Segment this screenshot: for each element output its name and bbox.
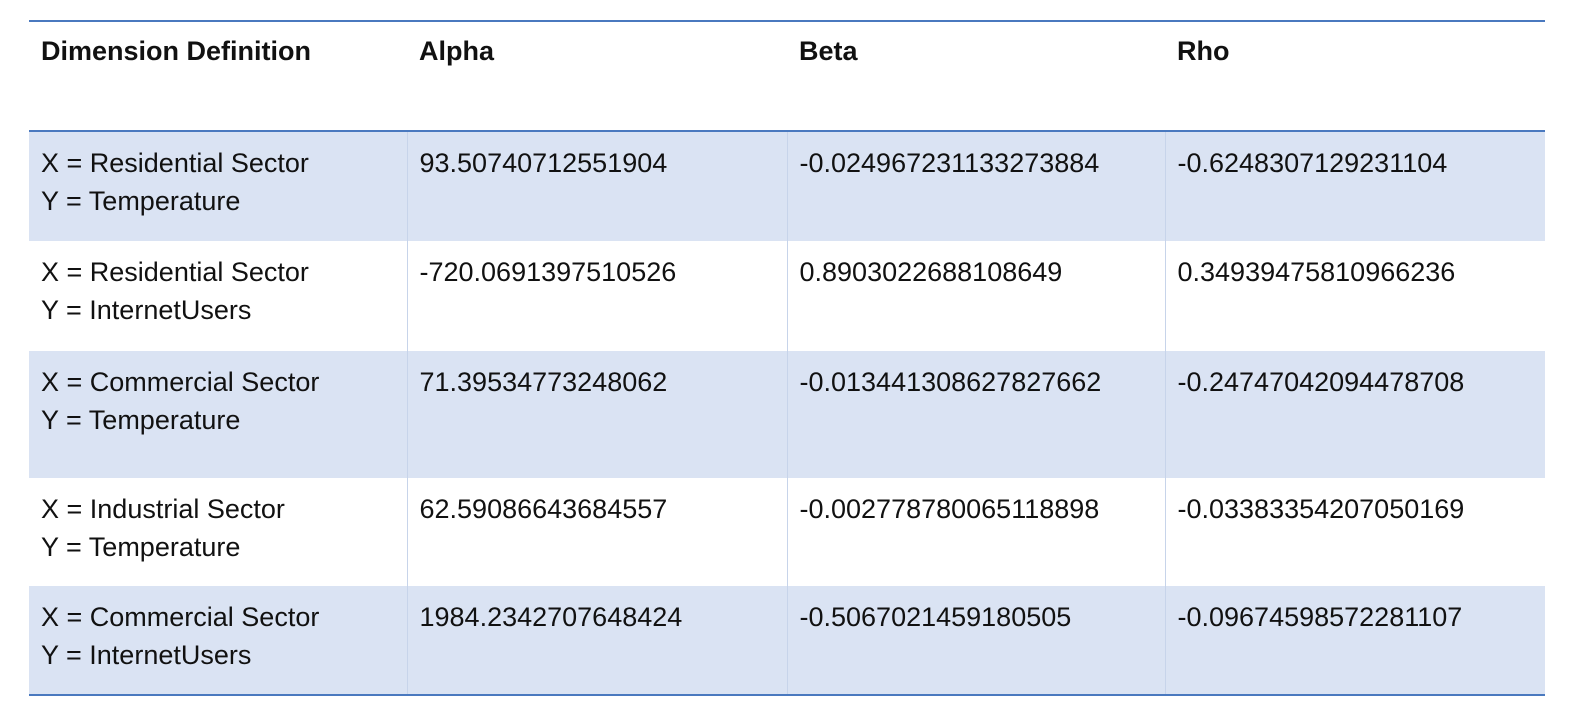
- rho-cell: -0.03383354207050169: [1164, 478, 1545, 586]
- regression-table-container: Dimension Definition Alpha Beta Rho X = …: [29, 20, 1545, 696]
- table-row: X = Commercial Sector Y = Temperature 71…: [29, 351, 1545, 478]
- beta-cell: -0.5067021459180505: [786, 586, 1165, 696]
- rho-cell: -0.24747042094478708: [1164, 351, 1545, 478]
- x-definition: X = Commercial Sector: [41, 602, 320, 632]
- table-body: X = Residential Sector Y = Temperature 9…: [29, 131, 1545, 696]
- beta-cell: -0.013441308627827662: [786, 351, 1165, 478]
- y-definition: Y = Temperature: [41, 532, 241, 562]
- rho-cell: -0.09674598572281107: [1164, 586, 1545, 696]
- y-definition: Y = Temperature: [41, 405, 241, 435]
- beta-cell: -0.002778780065118898: [786, 478, 1165, 586]
- beta-cell: -0.024967231133273884: [786, 131, 1165, 241]
- dimension-cell: X = Residential Sector Y = InternetUsers: [29, 241, 407, 351]
- x-definition: X = Industrial Sector: [41, 494, 285, 524]
- dimension-cell: X = Industrial Sector Y = Temperature: [29, 478, 407, 586]
- alpha-cell: 71.39534773248062: [406, 351, 787, 478]
- x-definition: X = Residential Sector: [41, 148, 309, 178]
- alpha-cell: 1984.2342707648424: [406, 586, 787, 696]
- y-definition: Y = InternetUsers: [41, 640, 252, 670]
- alpha-cell: -720.0691397510526: [406, 241, 787, 351]
- y-definition: Y = Temperature: [41, 186, 241, 216]
- x-definition: X = Residential Sector: [41, 257, 309, 287]
- table-row: X = Residential Sector Y = InternetUsers…: [29, 241, 1545, 351]
- rho-cell: 0.34939475810966236: [1164, 241, 1545, 351]
- header-alpha: Alpha: [407, 20, 787, 132]
- x-definition: X = Commercial Sector: [41, 367, 320, 397]
- dimension-cell: X = Commercial Sector Y = Temperature: [29, 351, 407, 478]
- table-row: X = Residential Sector Y = Temperature 9…: [29, 131, 1545, 241]
- rho-cell: -0.6248307129231104: [1164, 131, 1545, 241]
- dimension-cell: X = Commercial Sector Y = InternetUsers: [29, 586, 407, 696]
- header-rho: Rho: [1165, 20, 1545, 132]
- header-beta: Beta: [787, 20, 1165, 132]
- y-definition: Y = InternetUsers: [41, 295, 252, 325]
- regression-table: Dimension Definition Alpha Beta Rho X = …: [29, 20, 1545, 696]
- table-header: Dimension Definition Alpha Beta Rho: [29, 20, 1545, 132]
- table-row: X = Commercial Sector Y = InternetUsers …: [29, 586, 1545, 696]
- dimension-cell: X = Residential Sector Y = Temperature: [29, 131, 407, 241]
- table-row: X = Industrial Sector Y = Temperature 62…: [29, 478, 1545, 586]
- beta-cell: 0.8903022688108649: [786, 241, 1165, 351]
- alpha-cell: 62.59086643684557: [406, 478, 787, 586]
- header-row: Dimension Definition Alpha Beta Rho: [29, 20, 1545, 132]
- header-dimension-definition: Dimension Definition: [29, 20, 407, 132]
- alpha-cell: 93.50740712551904: [406, 131, 787, 241]
